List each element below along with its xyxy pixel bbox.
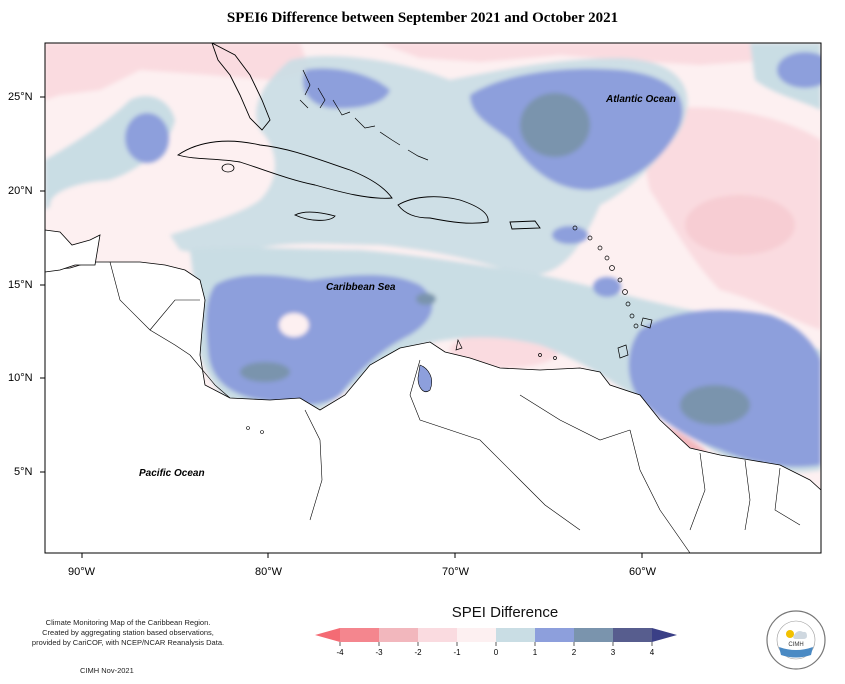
lat-label-10: 10°N <box>8 372 33 384</box>
legend-tick-label: 4 <box>649 648 655 657</box>
legend-tick-label: -1 <box>453 648 461 657</box>
map-frame <box>44 42 822 554</box>
lon-label-70: 70°W <box>442 566 470 578</box>
legend-colorbar <box>315 628 677 646</box>
credits-line-1: Climate Monitoring Map of the Caribbean … <box>45 618 211 627</box>
hispaniola <box>397 196 489 224</box>
credits-text: Climate Monitoring Map of the Caribbean … <box>18 618 238 648</box>
credits-line-2: Created by aggregating station based obs… <box>42 628 214 637</box>
logo-text: CIMH <box>788 642 803 648</box>
legend-swatch <box>613 628 652 642</box>
legend-tick-label: 0 <box>493 648 499 657</box>
lat-label-15: 15°N <box>8 279 33 291</box>
legend-swatch <box>418 628 457 642</box>
cimh-logo: CIMH <box>766 610 826 670</box>
spei-map <box>40 42 822 558</box>
lon-label-80: 80°W <box>255 566 283 578</box>
legend-title: SPEI Difference <box>451 604 559 621</box>
legend-swatch <box>340 628 379 642</box>
credits-date: CIMH Nov-2021 <box>80 666 134 675</box>
blue-pr <box>552 226 588 244</box>
puerto-rico <box>509 220 541 230</box>
pink-north <box>380 43 770 65</box>
lon-label-60: 60°W <box>629 566 657 578</box>
jamaica <box>293 211 336 221</box>
legend-tick-label: -3 <box>375 648 383 657</box>
legend-swatch <box>535 628 574 642</box>
legend-swatch <box>457 628 496 642</box>
lon-label-90: 90°W <box>68 566 96 578</box>
bahamas <box>299 69 429 161</box>
legend-swatch <box>574 628 613 642</box>
isle-of-youth <box>221 163 235 173</box>
lat-label-20: 20°N <box>8 185 33 197</box>
legend-tick-label: -2 <box>414 648 422 657</box>
pink-nw <box>45 43 310 100</box>
legend-swatch <box>496 628 535 642</box>
blue-bahamas <box>302 68 390 109</box>
pink-nicaragua-sea <box>279 313 309 337</box>
cuba <box>176 140 393 199</box>
blue-west-blob <box>125 113 169 163</box>
blue-ne-blob <box>777 52 821 88</box>
lake-maracaibo <box>417 364 432 392</box>
blue-caribbean-core <box>240 362 290 382</box>
map-title: SPEI6 Difference between September 2021 … <box>226 10 619 26</box>
lesser-antilles <box>455 225 653 360</box>
lat-label-25: 25°N <box>8 91 33 103</box>
pacific-ocean-label: Pacific Ocean <box>139 468 205 479</box>
lat-label-5: 5°N <box>14 466 33 478</box>
blue-lesser-antilles <box>593 277 621 297</box>
legend-arrow-high <box>652 628 677 642</box>
atlantic-ocean-label: Atlantic Ocean <box>606 94 677 105</box>
axis-ticks <box>40 96 643 558</box>
blue-east-core <box>680 385 750 425</box>
legend-tick-label: -4 <box>336 648 344 657</box>
legend-tick-label: 3 <box>610 648 616 657</box>
blue-caribbean-core2 <box>416 293 436 305</box>
pink-east-core <box>685 195 795 255</box>
legend-swatch <box>379 628 418 642</box>
credits-line-3: provided by CariCOF, with NCEP/NCAR Rean… <box>31 638 225 647</box>
yucatan <box>45 229 101 273</box>
blue-atlantic-core <box>520 93 590 157</box>
caribbean-sea-label: Caribbean Sea <box>326 282 396 293</box>
pink-yucatan <box>50 180 190 230</box>
florida <box>211 43 271 131</box>
legend-tick-label: 2 <box>571 648 577 657</box>
legend-arrow-low <box>315 628 340 642</box>
pacific-islands <box>246 426 264 434</box>
central-south-america-land <box>45 261 821 553</box>
legend-tick-label: 1 <box>532 648 538 657</box>
